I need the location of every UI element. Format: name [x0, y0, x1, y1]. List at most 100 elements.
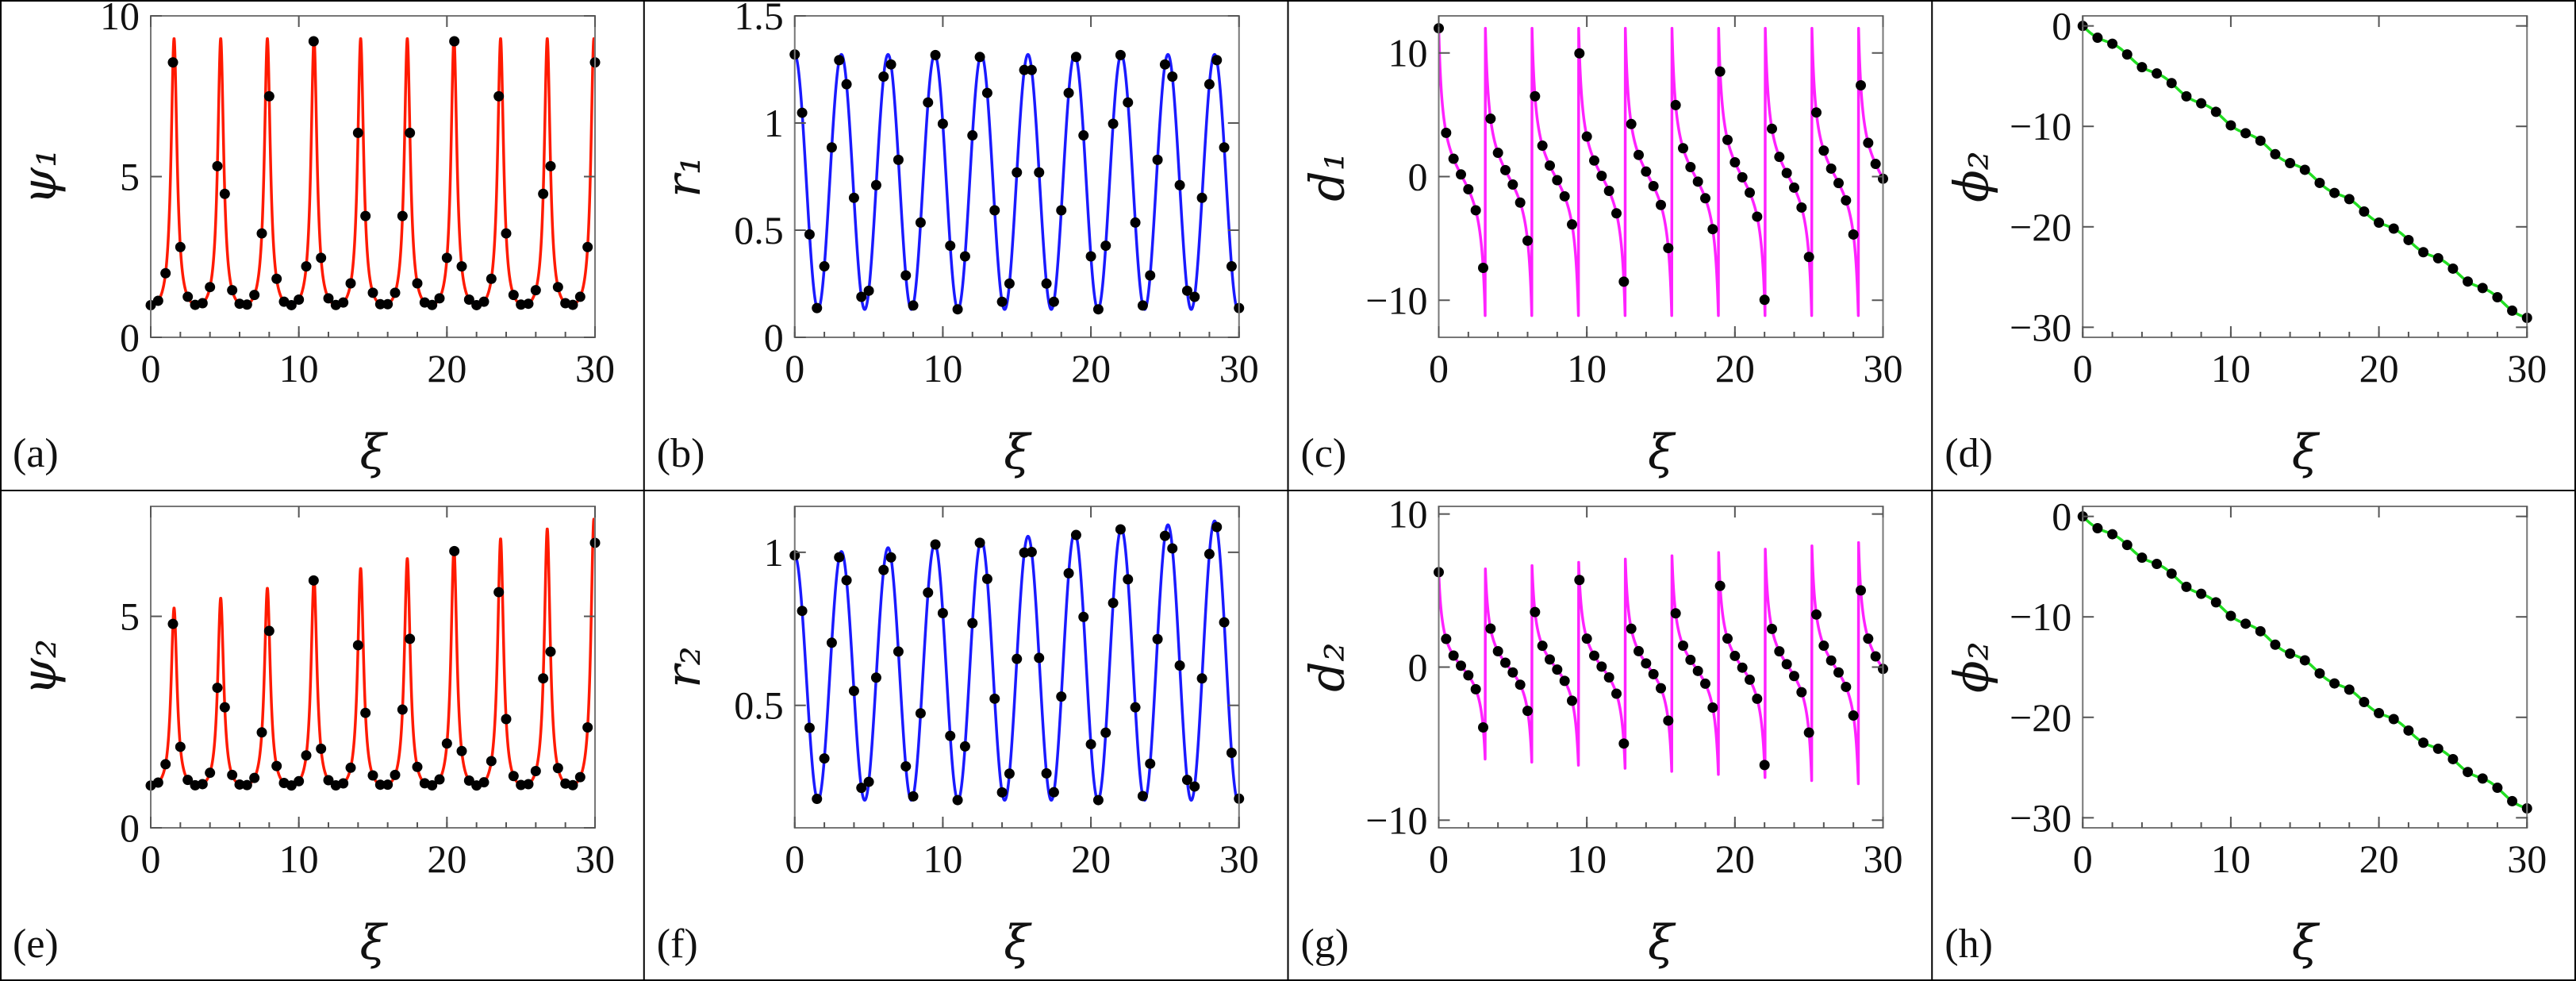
data-point [1670, 99, 1681, 110]
data-point [797, 606, 808, 617]
data-point [1196, 192, 1207, 203]
data-point [2432, 252, 2444, 264]
data-point [1507, 667, 1518, 678]
data-point [390, 769, 401, 780]
data-point [1507, 179, 1518, 190]
data-point [826, 142, 837, 153]
data-point [463, 294, 474, 306]
data-point [885, 552, 896, 563]
data-point [819, 261, 830, 272]
panel-d: 0 10 20 30 −30 −20 −10 0 ξ ϕ₂ (d) [1944, 4, 2547, 480]
data-point [1219, 142, 1230, 153]
x-tick-label: 0 [2073, 346, 2093, 390]
data-point [2121, 49, 2133, 60]
data-point [2477, 283, 2488, 294]
x-tick-label: 30 [575, 346, 615, 390]
x-tick-label: 10 [923, 346, 962, 390]
y-tick-label: 0 [1408, 155, 1428, 199]
data-point [182, 291, 194, 302]
data-point [930, 49, 941, 60]
data-point [1626, 118, 1637, 129]
data-point [1767, 123, 1777, 134]
data-point [263, 625, 274, 637]
x-tick-label: 0 [2073, 837, 2093, 881]
x-tick-label: 10 [2211, 837, 2251, 881]
data-point [256, 727, 267, 738]
data-point [1019, 547, 1030, 558]
data-point [1678, 640, 1688, 651]
data-point [2225, 610, 2236, 621]
data-point [1722, 633, 1733, 644]
data-point [1004, 768, 1015, 779]
data-point [530, 285, 541, 296]
data-point [1648, 180, 1659, 191]
data-point [826, 637, 837, 648]
data-point [567, 779, 578, 791]
data-point [1796, 687, 1807, 698]
data-point [1500, 164, 1511, 175]
data-point [2314, 177, 2325, 188]
data-point [1663, 715, 1674, 726]
data-point [1070, 529, 1081, 541]
data-point [841, 79, 852, 90]
data-point [1618, 738, 1630, 749]
x-tick-label: 0 [141, 346, 161, 390]
y-tick-label: 0 [2052, 494, 2071, 539]
data-point [2492, 783, 2503, 794]
x-tick-label: 20 [427, 346, 466, 390]
data-point [1729, 156, 1741, 167]
data-point [227, 285, 238, 296]
data-point [2181, 581, 2192, 592]
data-point [1796, 202, 1807, 213]
x-tick-label: 30 [1219, 346, 1259, 390]
data-point [405, 127, 416, 138]
data-point [959, 251, 970, 262]
data-point [1463, 670, 1474, 681]
data-point [249, 290, 260, 301]
data-point [1603, 186, 1614, 197]
data-point [989, 693, 1000, 704]
data-point [1678, 143, 1688, 154]
data-point [1833, 178, 1844, 189]
data-point [1848, 710, 1859, 721]
data-point [1196, 673, 1207, 684]
data-point [893, 154, 904, 165]
data-point [1041, 767, 1052, 779]
data-point [1818, 641, 1829, 652]
data-point [2359, 696, 2370, 707]
data-point [2181, 90, 2192, 102]
data-point [1085, 739, 1096, 750]
panel-label: (c) [1301, 431, 1347, 476]
data-point [1012, 653, 1023, 664]
data-point [1130, 702, 1141, 713]
data-point [1700, 193, 1710, 204]
data-point [2166, 78, 2177, 89]
data-point [1448, 650, 1459, 661]
data-point [1611, 688, 1622, 699]
data-point [352, 640, 363, 651]
data-point [1545, 654, 1555, 665]
data-point [981, 87, 992, 98]
data-point [1004, 278, 1015, 289]
data-point [160, 759, 171, 770]
data-point [2359, 206, 2370, 217]
y-axis-label: ψ₂ [12, 639, 67, 695]
series-line [794, 52, 1239, 311]
data-point [1545, 160, 1555, 171]
data-point [967, 617, 978, 629]
data-point [1818, 145, 1829, 156]
data-point [937, 118, 948, 129]
data-point [1618, 276, 1630, 287]
data-point [1485, 623, 1496, 634]
data-point [1603, 671, 1614, 683]
panel-label: (a) [13, 431, 59, 476]
data-point [412, 761, 423, 772]
data-point [493, 90, 505, 102]
data-point [434, 774, 445, 785]
data-point [2092, 523, 2103, 534]
data-point [508, 771, 519, 782]
y-tick-label: 0 [120, 806, 140, 850]
y-tick-label: 10 [100, 0, 140, 38]
data-point [908, 791, 919, 802]
data-point [1211, 521, 1223, 533]
